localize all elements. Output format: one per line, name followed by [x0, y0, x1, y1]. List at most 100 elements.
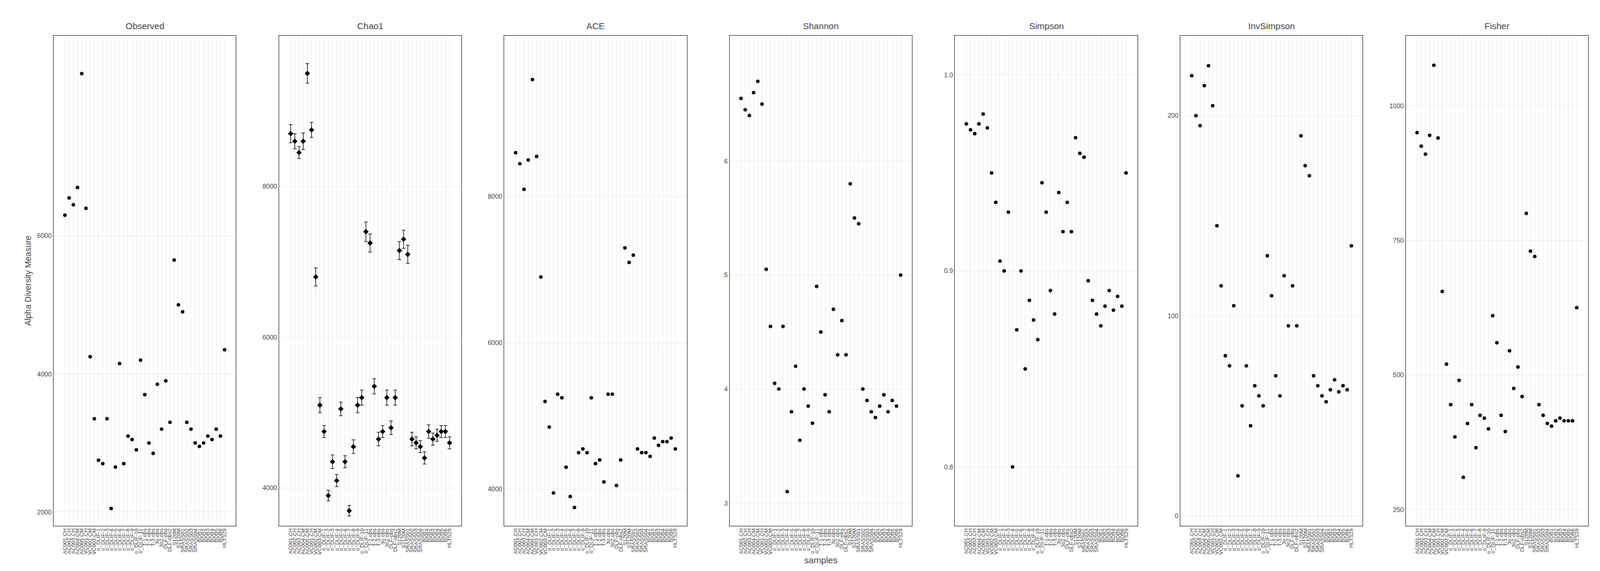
svg-text:o_DLIF-5: o_DLIF-5 [1464, 529, 1471, 552]
svg-text:o_DLIF-6: o_DLIF-6 [792, 529, 799, 552]
svg-text:AC002.CH: AC002.CH [742, 529, 749, 555]
svg-text:o_DLIF-3: o_DLIF-3 [554, 529, 561, 552]
svg-text:AC004.CM: AC004.CM [976, 529, 983, 556]
svg-text:o_DLIF-9: o_DLIF-9 [805, 529, 812, 552]
svg-text:S2120M: S2120M [626, 529, 633, 550]
svg-text:500: 500 [1392, 371, 1404, 379]
svg-text:VC003.CM: VC003.CM [542, 529, 549, 556]
svg-text:DLF-obs2: DLF-obs2 [392, 529, 399, 553]
svg-text:AC001.CH: AC001.CH [287, 529, 294, 555]
svg-text:BDB3: BDB3 [1331, 529, 1338, 544]
svg-text:o_DLIF-7: o_DLIF-7 [797, 529, 803, 552]
svg-text:3o2.obs: 3o2.obs [383, 528, 390, 549]
svg-text:o_DLIF-1: o_DLIF-1 [1222, 529, 1228, 552]
svg-text:T-1.obs: T-1.obs [592, 528, 599, 548]
svg-text:3o.obs: 3o.obs [154, 528, 161, 546]
svg-text:100: 100 [1167, 312, 1178, 320]
svg-text:DLF-obs2: DLF-obs2 [1293, 529, 1300, 553]
svg-text:AC001.CH: AC001.CH [512, 529, 519, 555]
svg-text:o_DLIF-2: o_DLIF-2 [1001, 529, 1008, 552]
svg-text:o_DLIF-7: o_DLIF-7 [1022, 529, 1028, 552]
svg-text:BDB5: BDB5 [1339, 529, 1346, 544]
svg-text:SRASS04: SRASS04 [868, 529, 875, 554]
svg-text:3o.obs: 3o.obs [830, 528, 837, 546]
svg-text:VC003.CM: VC003.CM [1217, 529, 1224, 556]
svg-text:BDB2: BDB2 [425, 529, 432, 544]
svg-text:o_DLIF-11: o_DLIF-11 [137, 529, 144, 555]
svg-text:8000: 8000 [488, 192, 503, 200]
svg-text:BDB6: BDB6 [1344, 529, 1350, 544]
svg-text:o_DLIF-6: o_DLIF-6 [1468, 529, 1475, 552]
svg-text:o_DLIF-4: o_DLIF-4 [783, 529, 790, 552]
svg-text:InvSimpson: InvSimpson [1248, 20, 1295, 31]
svg-text:T-2.obs: T-2.obs [1498, 528, 1505, 548]
svg-text:3o2.obs: 3o2.obs [609, 528, 616, 549]
svg-text:o_DLIF-9: o_DLIF-9 [129, 529, 136, 552]
svg-text:VC002.CM: VC002.CM [1213, 529, 1220, 556]
svg-text:o_DLIF-8: o_DLIF-8 [575, 529, 582, 552]
svg-text:S120M: S120M [396, 529, 403, 547]
svg-text:SRASS04: SRASS04 [642, 529, 649, 554]
svg-text:o_DLIF-9: o_DLIF-9 [1030, 529, 1037, 552]
svg-text:o_DLIF-10: o_DLIF-10 [133, 529, 140, 555]
svg-text:BDB4: BDB4 [659, 529, 666, 544]
svg-text:o_DLIF-10: o_DLIF-10 [583, 529, 590, 555]
svg-text:VC003.CM: VC003.CM [992, 529, 999, 556]
svg-text:Simpson: Simpson [1029, 20, 1064, 31]
svg-text:SRASS01: SRASS01 [855, 529, 862, 554]
svg-text:0.8: 0.8 [944, 463, 953, 471]
svg-text:SRASS02: SRASS02 [408, 529, 415, 554]
svg-text:o_DLIF-5: o_DLIF-5 [1013, 529, 1020, 552]
svg-text:T-2.obs: T-2.obs [1047, 528, 1054, 548]
svg-text:o_DLIF-4: o_DLIF-4 [333, 529, 340, 552]
svg-text:o_DLIF-7: o_DLIF-7 [1472, 529, 1479, 552]
svg-text:HLTS29: HLTS29 [446, 529, 453, 549]
svg-text:BDB1: BDB1 [196, 529, 203, 544]
svg-text:VC003.CM: VC003.CM [91, 529, 98, 556]
svg-text:DLF-obs: DLF-obs [388, 528, 395, 550]
svg-text:VC003.CM: VC003.CM [1443, 529, 1450, 556]
svg-text:S2120M: S2120M [1527, 529, 1534, 550]
svg-text:o_DLIF-3: o_DLIF-3 [1230, 529, 1237, 552]
svg-text:VC002.CM: VC002.CM [1439, 529, 1446, 556]
svg-text:AC005.CM: AC005.CM [1205, 529, 1212, 556]
svg-text:o_DLIF-10: o_DLIF-10 [809, 529, 816, 555]
svg-text:4000: 4000 [36, 370, 52, 378]
svg-text:o_DLIF-8: o_DLIF-8 [1026, 529, 1033, 552]
svg-text:o_DLIF-11: o_DLIF-11 [813, 529, 820, 555]
svg-text:BDB3: BDB3 [429, 529, 436, 544]
svg-text:S2120M: S2120M [400, 529, 407, 550]
svg-text:SRASS02: SRASS02 [183, 529, 190, 554]
svg-text:BDB3: BDB3 [880, 529, 887, 544]
svg-text:4: 4 [723, 385, 728, 393]
svg-text:SRASS02: SRASS02 [634, 529, 641, 554]
svg-text:BDB5: BDB5 [213, 529, 220, 544]
svg-text:o_DLIF-6: o_DLIF-6 [567, 529, 574, 552]
svg-text:250: 250 [1392, 506, 1404, 514]
svg-text:S120M: S120M [1523, 529, 1530, 547]
svg-text:DLF-obs2: DLF-obs2 [166, 529, 173, 553]
svg-text:o_DLIF-3: o_DLIF-3 [1005, 529, 1012, 552]
svg-text:o_DLIF-2: o_DLIF-2 [550, 529, 557, 552]
svg-text:Shannon: Shannon [802, 20, 839, 31]
svg-text:VC001.CH: VC001.CH [1435, 529, 1442, 555]
svg-text:o_DLIF-1: o_DLIF-1 [997, 529, 1003, 552]
svg-text:AC001.CH: AC001.CH [963, 529, 970, 555]
svg-text:3o2.obs: 3o2.obs [1510, 528, 1517, 549]
svg-text:T-3.obs: T-3.obs [600, 528, 607, 548]
svg-text:o_DLIF-6: o_DLIF-6 [1017, 529, 1024, 552]
svg-text:SRASS03: SRASS03 [638, 529, 645, 554]
svg-text:VC001.CH: VC001.CH [308, 529, 315, 555]
svg-text:SRASS04: SRASS04 [1093, 529, 1100, 554]
svg-text:DLF-obs: DLF-obs [1514, 528, 1521, 550]
svg-text:T-3.obs: T-3.obs [375, 528, 382, 548]
svg-text:T-3.obs: T-3.obs [150, 528, 156, 548]
svg-text:S120M: S120M [1072, 529, 1079, 547]
svg-text:SRASS02: SRASS02 [1310, 529, 1317, 554]
svg-text:AC003.CH: AC003.CH [1422, 529, 1429, 555]
svg-text:AC003.CH: AC003.CH [972, 529, 978, 555]
svg-text:o_DLIF-11: o_DLIF-11 [363, 529, 370, 555]
svg-text:6000: 6000 [262, 333, 277, 342]
svg-text:3o2.obs: 3o2.obs [158, 528, 165, 549]
svg-text:SRASS01: SRASS01 [1080, 529, 1087, 554]
